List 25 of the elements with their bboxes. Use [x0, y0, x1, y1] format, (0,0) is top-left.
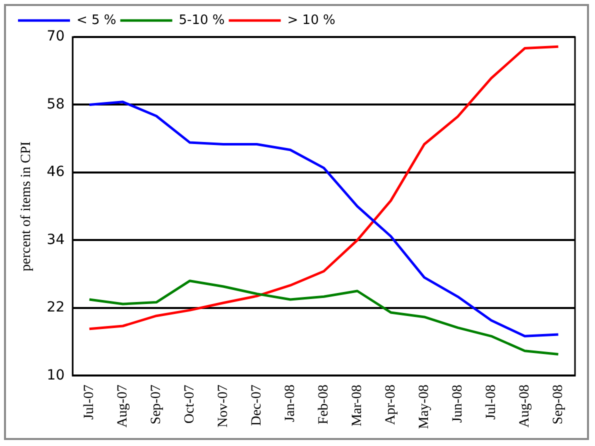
x-tick-label: Sep-08 — [550, 384, 566, 424]
y-axis-title: percent of items in CPI — [19, 141, 34, 272]
y-tick-label: 46 — [46, 164, 65, 180]
y-tick-label: 34 — [46, 232, 65, 248]
x-tick-label: Dec-07 — [249, 384, 264, 426]
y-tick-label: 70 — [46, 28, 65, 45]
x-tick-label: Sep-07 — [149, 384, 164, 424]
legend-label: > 10 % — [287, 12, 336, 28]
x-tick-label: Jul-07 — [82, 384, 98, 420]
x-tick-label: Aug-08 — [517, 384, 532, 428]
legend-label: < 5 % — [76, 12, 116, 28]
x-tick-label: Jul-08 — [484, 384, 499, 420]
y-tick-label: 58 — [46, 96, 65, 112]
x-tick-label: Aug-07 — [116, 384, 131, 428]
x-tick-label: Jan-08 — [282, 384, 298, 422]
y-tick-label: 22 — [46, 300, 65, 316]
x-tick-label: Jun-08 — [450, 384, 466, 423]
x-tick-label: Apr-08 — [383, 384, 398, 425]
x-tick-label: Feb-08 — [316, 384, 332, 424]
x-tick-label: Mar-08 — [350, 384, 365, 426]
x-tick-label: Nov-07 — [216, 384, 231, 428]
x-tick-label: Oct-07 — [182, 384, 198, 424]
legend-label: 5-10 % — [178, 12, 225, 28]
x-tick-label: May-08 — [416, 384, 432, 430]
y-tick-label: 10 — [46, 367, 65, 384]
